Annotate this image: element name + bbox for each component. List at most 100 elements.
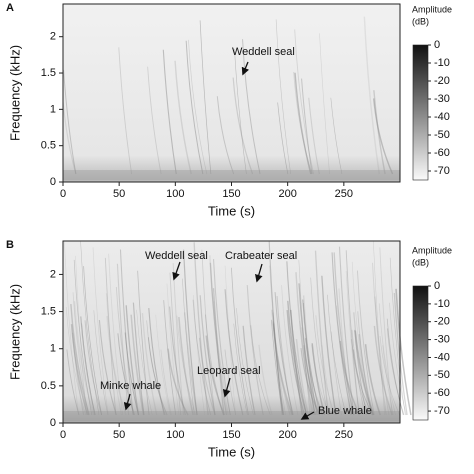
colorbar-unit: (dB) xyxy=(412,16,429,26)
spectrogram-texture xyxy=(137,270,150,416)
spectrogram-texture xyxy=(146,320,166,416)
spectrogram-texture xyxy=(176,315,197,416)
spectrogram-texture xyxy=(209,262,228,416)
annotation: Leopard seal xyxy=(197,365,261,377)
annotation: Weddell seal xyxy=(232,46,295,58)
spectrogram-texture xyxy=(304,338,323,416)
spectrogram-texture xyxy=(148,308,165,416)
colorbar-tick-label: -10 xyxy=(434,57,450,69)
colorbar-tick-label: -10 xyxy=(434,298,450,310)
y-tick-label: 2 xyxy=(50,268,56,280)
x-tick-label: 50 xyxy=(113,429,125,441)
spectrogram-texture xyxy=(105,293,122,416)
spectrogram-texture xyxy=(286,310,306,416)
spectrogram-texture xyxy=(351,329,366,416)
spectrogram-texture xyxy=(389,257,406,416)
colorbar-tick-label: -50 xyxy=(434,129,450,141)
spectrogram-texture xyxy=(155,314,171,416)
x-axis-title: Time (s) xyxy=(208,444,255,459)
spectrogram xyxy=(63,241,400,423)
spectrogram-texture xyxy=(193,242,209,416)
colorbar-tick-label: -30 xyxy=(434,334,450,346)
spectrogram-texture xyxy=(212,288,225,416)
spectrogram-texture xyxy=(75,255,87,416)
spectrogram-texture xyxy=(294,29,314,175)
spectrogram-texture xyxy=(242,325,256,416)
spectrogram-texture xyxy=(277,102,289,175)
spectrogram-texture xyxy=(272,323,285,416)
spectrogram-texture xyxy=(353,312,375,416)
y-tick-label: 0.5 xyxy=(41,140,56,152)
spectrogram-texture xyxy=(184,312,198,416)
spectrogram-texture xyxy=(271,319,284,416)
spectrogram-texture xyxy=(345,250,360,416)
x-tick-label: 250 xyxy=(335,429,353,441)
spectrogram-texture xyxy=(269,265,286,416)
annotation-arrow xyxy=(300,411,315,420)
spectrogram-texture xyxy=(182,249,198,416)
colorbar-tick-label: -50 xyxy=(434,369,450,381)
spectrogram-texture xyxy=(64,241,79,416)
spectrogram-texture xyxy=(162,49,177,175)
colorbar-unit: (dB) xyxy=(412,257,429,267)
spectrogram-texture xyxy=(315,315,335,416)
spectrogram-texture xyxy=(224,289,244,416)
spectrogram-texture xyxy=(358,334,375,416)
spectrogram-texture xyxy=(232,77,254,175)
spectrogram-texture xyxy=(364,344,381,416)
spectrogram-texture xyxy=(302,299,318,416)
spectrogram-texture xyxy=(379,335,400,416)
annotation-arrow xyxy=(241,61,249,76)
spectrogram xyxy=(63,4,400,182)
spectrogram-texture xyxy=(327,294,347,416)
spectrogram-texture xyxy=(300,327,313,416)
spectrogram-texture xyxy=(314,250,330,416)
spectrogram-texture xyxy=(136,309,153,416)
spectrogram-texture xyxy=(178,317,194,416)
noise-band xyxy=(63,170,400,180)
annotation: Crabeater seal xyxy=(225,250,297,262)
spectrogram-texture xyxy=(204,314,224,416)
annotation-arrow xyxy=(222,377,231,398)
panel-label: B xyxy=(6,239,14,251)
spectrogram-texture xyxy=(73,259,93,416)
spectrogram-texture xyxy=(352,349,374,416)
spectrogram-texture xyxy=(116,263,130,416)
y-tick-label: 2 xyxy=(50,31,56,43)
spectrogram-texture xyxy=(356,270,375,416)
spectrogram-texture xyxy=(201,249,216,416)
spectrogram-texture xyxy=(130,314,145,416)
spectrogram-texture xyxy=(167,348,189,416)
y-tick-label: 1.5 xyxy=(41,67,56,79)
spectrogram-texture xyxy=(389,302,407,416)
annotation-arrow xyxy=(255,263,263,283)
spectrogram-texture xyxy=(66,349,80,416)
spectrogram-texture xyxy=(276,296,294,416)
spectrogram-texture xyxy=(294,72,312,175)
spectrogram-texture xyxy=(246,285,264,416)
spectrogram-texture xyxy=(382,345,394,416)
spectrogram-texture xyxy=(212,259,231,416)
spectrogram-texture xyxy=(71,332,85,416)
spectrogram-texture xyxy=(70,324,89,416)
x-tick-label: 100 xyxy=(166,429,184,441)
spectrogram-texture xyxy=(62,102,77,175)
spectrogram-texture xyxy=(193,294,205,416)
spectrogram-texture xyxy=(166,283,180,416)
spectrogram-texture xyxy=(125,305,140,416)
spectrogram-texture xyxy=(321,275,337,416)
spectrogram-texture xyxy=(205,335,225,416)
spectrogram-texture xyxy=(311,345,330,416)
spectrogram-texture xyxy=(303,345,320,416)
spectrogram-texture xyxy=(331,252,352,416)
spectrogram-texture xyxy=(174,60,192,175)
y-tick-label: 0.5 xyxy=(41,380,56,392)
spectrogram-texture xyxy=(72,292,90,416)
spectrogram-texture xyxy=(185,40,204,175)
spectrogram-texture xyxy=(117,333,135,416)
spectrogram-texture xyxy=(250,325,271,416)
spectrogram-texture xyxy=(169,272,182,416)
spectrogram-texture xyxy=(81,323,96,416)
spectrogram-texture xyxy=(311,343,326,416)
spectrogram-texture xyxy=(272,321,293,416)
